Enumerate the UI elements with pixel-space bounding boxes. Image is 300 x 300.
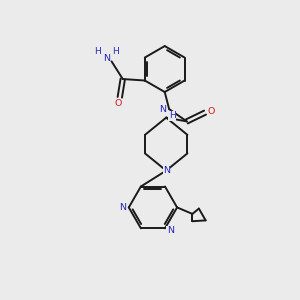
Text: N: N — [163, 167, 170, 176]
Text: O: O — [207, 106, 214, 116]
Text: N: N — [159, 105, 166, 114]
Text: O: O — [115, 99, 122, 108]
Text: H: H — [94, 47, 101, 56]
Text: N: N — [103, 54, 110, 63]
Text: N: N — [167, 226, 174, 235]
Text: N: N — [119, 203, 126, 212]
Text: H: H — [112, 47, 119, 56]
Text: H: H — [169, 111, 176, 120]
